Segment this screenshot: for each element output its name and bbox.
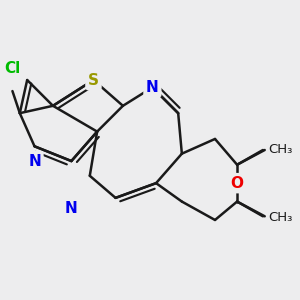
Text: N: N	[146, 80, 159, 95]
Text: N: N	[65, 201, 78, 216]
Text: Cl: Cl	[4, 61, 21, 76]
Text: O: O	[231, 176, 244, 190]
Text: CH₃: CH₃	[268, 143, 293, 156]
Text: CH₃: CH₃	[268, 211, 293, 224]
Text: S: S	[88, 73, 99, 88]
Text: N: N	[28, 154, 41, 169]
